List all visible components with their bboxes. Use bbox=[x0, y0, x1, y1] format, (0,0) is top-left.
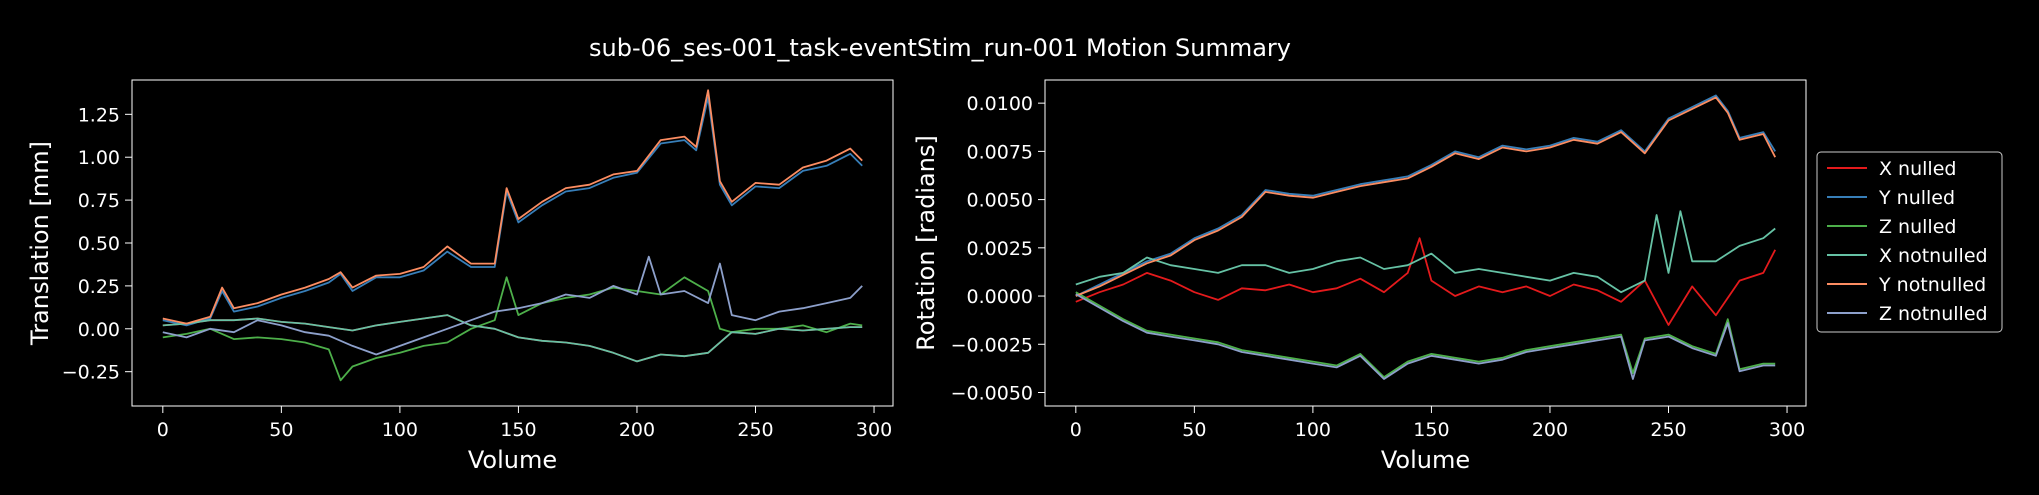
y-tick-label: 0.75 bbox=[78, 190, 120, 212]
legend[interactable]: X nulled Y nulled Z nulled X notnulled Y not… bbox=[1816, 151, 2003, 333]
series-line-x-nulled bbox=[1075, 237, 1777, 326]
series-line-y-notnulled bbox=[162, 89, 863, 325]
x-tick-label: 100 bbox=[1295, 419, 1331, 441]
x-tick-label: 0 bbox=[157, 419, 169, 441]
x-tick-label: 300 bbox=[856, 419, 892, 441]
figure-title: sub-06_ses-001_task-eventStim_run-001 Mo… bbox=[589, 34, 1291, 62]
y-tick-label: 0.25 bbox=[78, 276, 120, 298]
x-tick-label: 150 bbox=[500, 419, 536, 441]
x-tick-label: 200 bbox=[1532, 419, 1568, 441]
plot-area bbox=[162, 89, 863, 382]
y-tick-label: 0.0100 bbox=[967, 93, 1033, 115]
y-tick-label: 0.0050 bbox=[967, 190, 1033, 212]
x-tick-label: 50 bbox=[269, 419, 293, 441]
series-line-x-notnulled bbox=[1075, 210, 1776, 294]
x-tick-label: 250 bbox=[737, 419, 773, 441]
y-tick-label: −0.0025 bbox=[951, 334, 1033, 356]
y-tick-label: −0.0050 bbox=[951, 382, 1033, 404]
series-line-z-nulled bbox=[1075, 291, 1776, 379]
y-tick-label: 0.50 bbox=[78, 233, 120, 255]
x-tick-label: 50 bbox=[1182, 419, 1206, 441]
y-tick-label: 1.25 bbox=[78, 104, 120, 126]
series-line-z-nulled bbox=[162, 276, 863, 382]
y-axis-label: Rotation [radians] bbox=[912, 135, 940, 351]
y-tick-label: −0.25 bbox=[62, 362, 120, 384]
legend-entry-label[interactable]: Y notnulled bbox=[1878, 274, 1986, 296]
legend-entry-label[interactable]: X nulled bbox=[1879, 158, 1956, 180]
series-line-y-nulled bbox=[1075, 94, 1776, 297]
x-tick-label: 100 bbox=[382, 419, 418, 441]
x-tick-label: 300 bbox=[1769, 419, 1805, 441]
series-line-x-notnulled bbox=[162, 314, 863, 363]
legend-entry-label[interactable]: Z nulled bbox=[1879, 216, 1956, 238]
chart-panel-1: 0 50 100 150 200 250 300 −0.25 0.00 0.25 0.50 0.75 1… bbox=[26, 79, 894, 474]
x-tick-label: 200 bbox=[619, 419, 655, 441]
x-tick-label: 0 bbox=[1070, 419, 1082, 441]
y-tick-label: 0.0075 bbox=[967, 141, 1033, 163]
y-axis-label: Translation [mm] bbox=[26, 141, 54, 346]
y-tick-label: 1.00 bbox=[78, 147, 120, 169]
chart-panel-2: 0 50 100 150 200 250 300 −0.0050 −0.0025 0.0000 0.… bbox=[912, 79, 1807, 474]
x-tick-label: 250 bbox=[1650, 419, 1686, 441]
x-tick-label: 150 bbox=[1413, 419, 1449, 441]
series-line-y-nulled bbox=[162, 96, 863, 327]
x-axis-label: Volume bbox=[468, 446, 557, 474]
legend-entry-label[interactable]: Y nulled bbox=[1878, 187, 1955, 209]
x-axis-label: Volume bbox=[1381, 446, 1470, 474]
plot-area bbox=[1075, 94, 1777, 380]
y-tick-label: 0.0025 bbox=[967, 238, 1033, 260]
y-tick-label: 0.0000 bbox=[967, 286, 1033, 308]
axes-frame bbox=[1044, 79, 1807, 407]
series-line-z-notnulled bbox=[162, 255, 863, 356]
legend-entry-label[interactable]: Z notnulled bbox=[1879, 303, 1988, 325]
series-line-y-notnulled bbox=[1075, 96, 1777, 297]
y-tick-label: 0.00 bbox=[78, 319, 120, 341]
legend-entry-label[interactable]: X notnulled bbox=[1879, 245, 1988, 267]
series-line-z-notnulled bbox=[1075, 293, 1776, 380]
